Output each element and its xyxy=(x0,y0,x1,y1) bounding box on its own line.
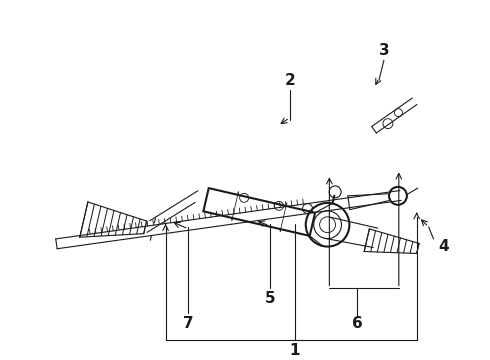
Text: 5: 5 xyxy=(265,291,275,306)
Text: 3: 3 xyxy=(379,43,389,58)
Text: 6: 6 xyxy=(352,316,363,331)
Text: 2: 2 xyxy=(284,73,295,87)
Text: 4: 4 xyxy=(438,239,449,254)
Text: 1: 1 xyxy=(290,342,300,357)
Text: 7: 7 xyxy=(183,316,194,331)
